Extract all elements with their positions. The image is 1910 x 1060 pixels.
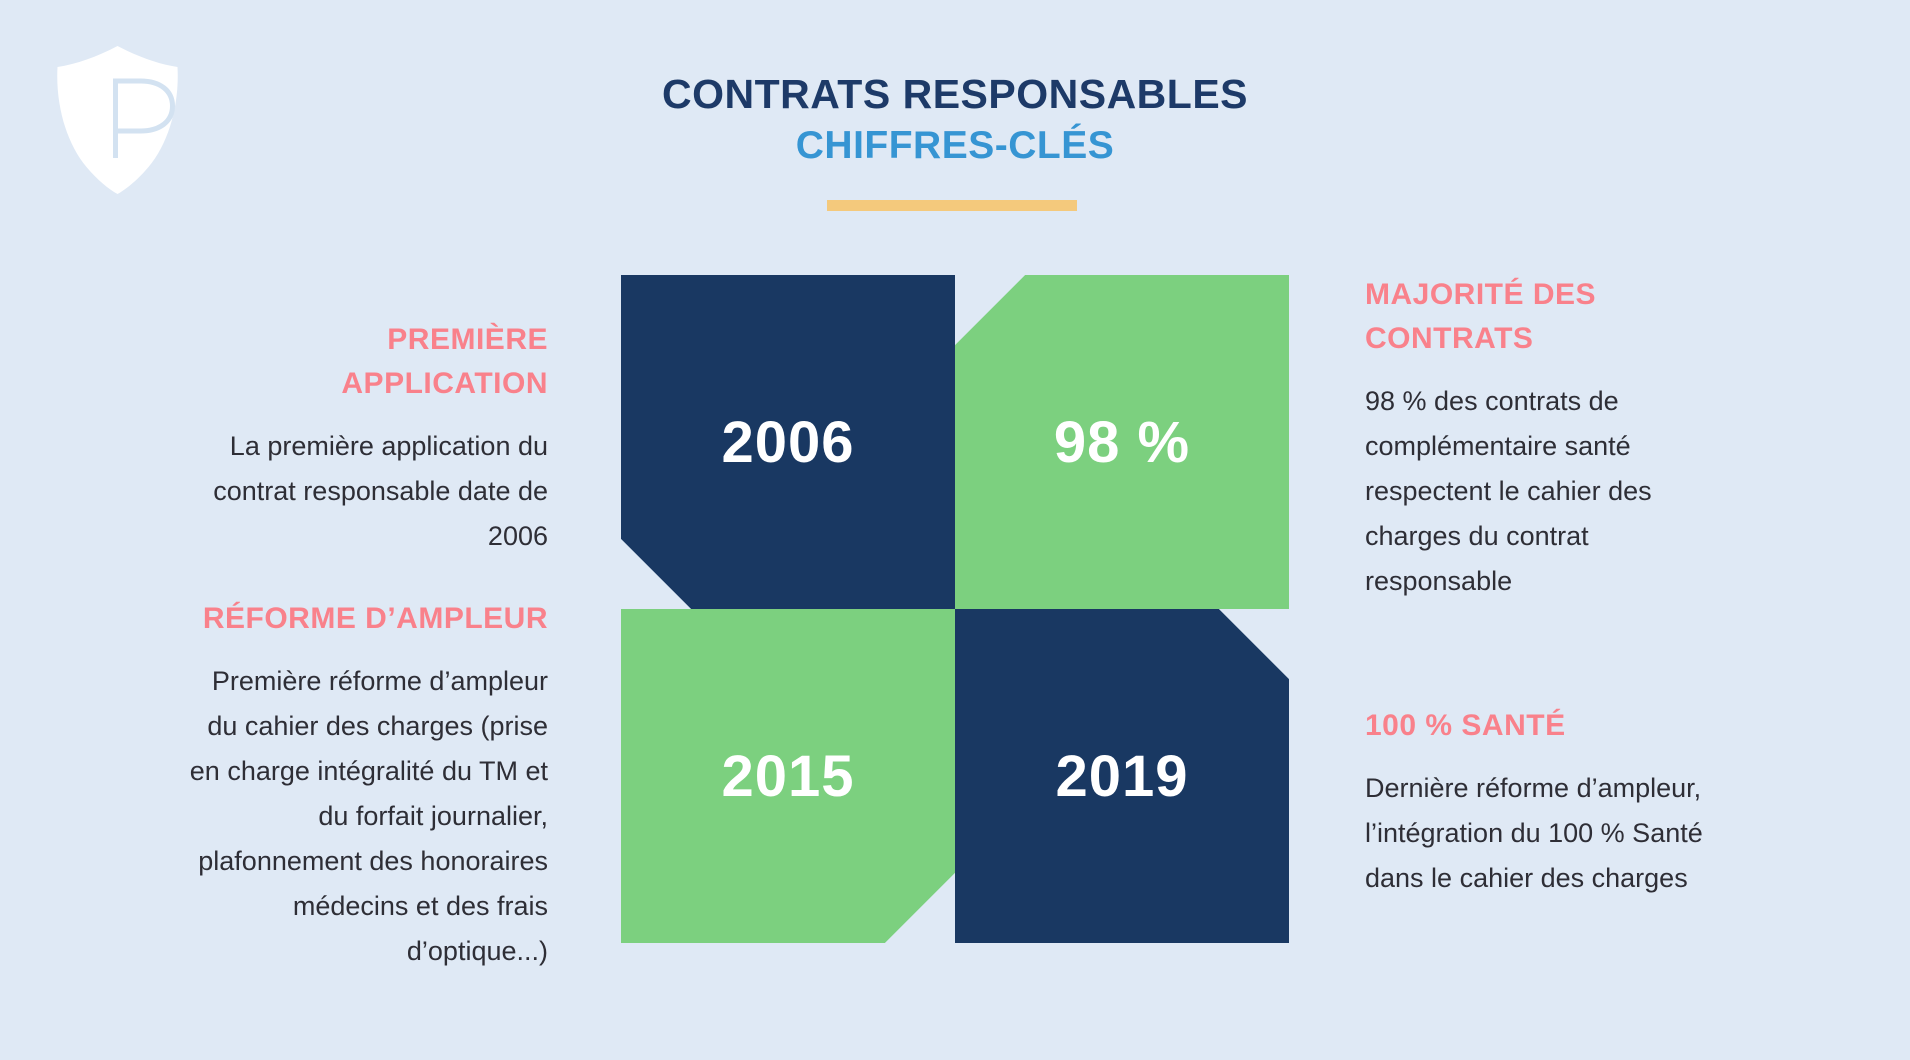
stat-cell-2015: 2015 [621, 609, 955, 943]
stat-cell-2019: 2019 [955, 609, 1289, 943]
info-body: La première application du contrat respo… [213, 431, 548, 551]
info-body: Première réforme d’ampleur du cahier des… [189, 666, 548, 966]
stat-value: 2006 [721, 409, 855, 475]
stat-value: 2019 [1055, 743, 1189, 809]
page-title: CONTRATS RESPONSABLES [661, 71, 1249, 117]
stat-grid: 2006 98 % 2015 2019 [621, 275, 1289, 943]
title-divider [827, 200, 1077, 211]
left-column: PREMIÈRE APPLICATION La première applica… [90, 318, 548, 974]
info-body: 98 % des contrats de complémentaire sant… [1365, 386, 1652, 596]
info-heading: MAJORITÉ DES CONTRATS [1365, 278, 1597, 355]
right-column: MAJORITÉ DES CONTRATS 98 % des contrats … [1365, 273, 1835, 901]
logo-letter-p [113, 78, 176, 158]
info-heading: PREMIÈRE APPLICATION [341, 323, 548, 400]
stat-value: 2015 [721, 743, 855, 809]
info-block-majorite-contrats: MAJORITÉ DES CONTRATS 98 % des contrats … [1365, 273, 1835, 604]
brand-logo [52, 43, 183, 197]
info-block-100-sante: 100 % SANTÉ Dernière réforme d’ampleur, … [1365, 704, 1835, 901]
stat-cell-2006: 2006 [621, 275, 955, 609]
info-heading: 100 % SANTÉ [1365, 709, 1566, 742]
info-block-premiere-application: PREMIÈRE APPLICATION La première applica… [90, 318, 548, 559]
info-body: Dernière réforme d’ampleur, l’intégratio… [1365, 773, 1703, 893]
info-heading: RÉFORME D’AMPLEUR [202, 602, 548, 635]
info-block-reforme-ampleur: RÉFORME D’AMPLEUR Première réforme d’amp… [90, 597, 548, 974]
stat-cell-98-percent: 98 % [955, 275, 1289, 609]
page-subtitle: CHIFFRES-CLÉS [795, 124, 1115, 167]
stat-value: 98 % [1053, 409, 1191, 475]
shield-icon [57, 46, 178, 194]
header: CONTRATS RESPONSABLES CHIFFRES-CLÉS [0, 68, 1910, 172]
